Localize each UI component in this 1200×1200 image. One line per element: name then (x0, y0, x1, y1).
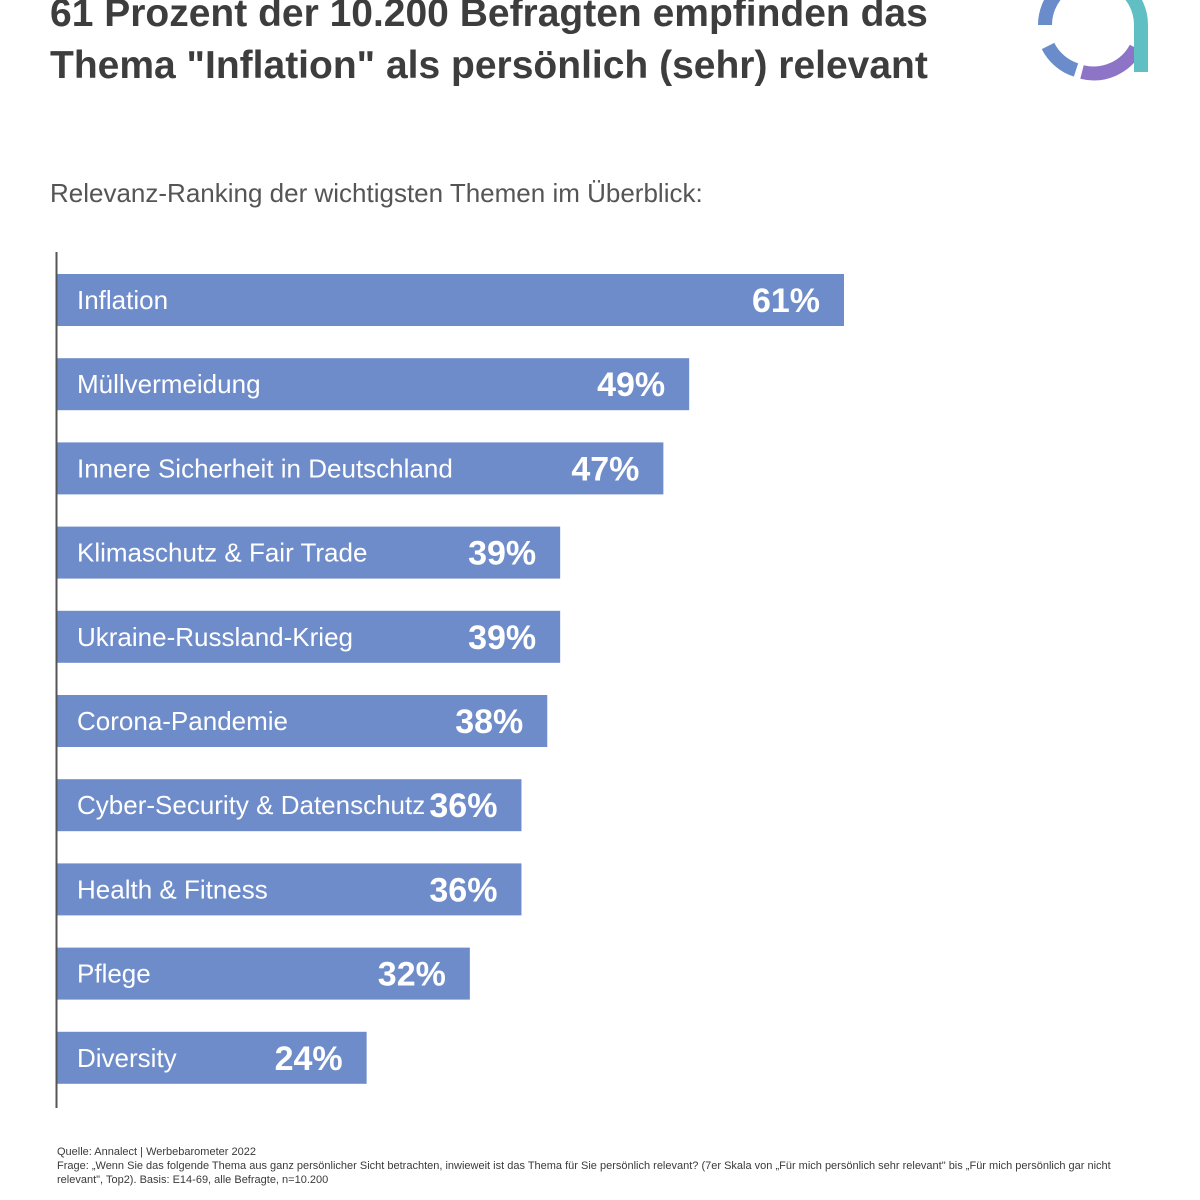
value-label-cyber-security-datenschutz: 36% (429, 787, 497, 825)
bar-innere-sicherheit-in-deutschland (57, 442, 664, 495)
value-label-ukraine-russland-krieg: 39% (468, 619, 536, 657)
chart-subtitle: Relevanz-Ranking der wichtigsten Themen … (50, 178, 703, 208)
circular-arrows-logo-icon (1038, 0, 1148, 81)
bar-health-fitness (57, 863, 522, 916)
logo-arc-teal (1125, 0, 1148, 72)
logo-arc-purple (1080, 44, 1143, 81)
category-label-klimaschutz-fair-trade: Klimaschutz & Fair Trade (77, 538, 367, 568)
bar-corona-pandemie (57, 695, 548, 747)
category-label-corona-pandemie: Corona-Pandemie (77, 706, 288, 736)
source-note: Quelle: Annalect | Werbebarometer 2022 (57, 1146, 256, 1158)
bar-muellvermeidung (57, 358, 690, 411)
value-label-diversity: 24% (275, 1040, 343, 1078)
category-label-diversity: Diversity (77, 1043, 177, 1073)
category-label-pflege: Pflege (77, 959, 151, 989)
category-label-inflation: Inflation (77, 285, 168, 315)
logo-arc-blue-lower (1041, 42, 1079, 77)
value-label-inflation: 61% (752, 282, 820, 320)
bar-klimaschutz-fair-trade (57, 526, 561, 579)
logo-arc-blue (1038, 0, 1061, 26)
value-label-health-fitness: 36% (429, 871, 497, 909)
value-label-muellvermeidung: 49% (597, 366, 665, 404)
bar-cyber-security-datenschutz (57, 779, 522, 832)
bar-ukraine-russland-krieg (57, 610, 561, 663)
category-label-innere-sicherheit-in-deutschland: Innere Sicherheit in Deutschland (77, 453, 453, 483)
value-label-klimaschutz-fair-trade: 39% (468, 535, 536, 573)
bar-inflation (57, 274, 844, 326)
question-note: Frage: „Wenn Sie das folgende Thema aus … (57, 1160, 1111, 1186)
bar-pflege (57, 947, 470, 1000)
value-label-innere-sicherheit-in-deutschland: 47% (571, 450, 639, 488)
category-label-health-fitness: Health & Fitness (77, 874, 268, 904)
value-label-corona-pandemie: 38% (455, 703, 523, 741)
footnote: Quelle: Annalect | Werbebarometer 2022 F… (57, 1145, 1137, 1187)
category-label-cyber-security-datenschutz: Cyber-Security & Datenschutz (77, 790, 425, 820)
bars-layer: Inflation 61% Müllvermeidung 49% Innere Sich… (57, 274, 844, 1084)
category-label-muellvermeidung: Müllvermeidung (77, 369, 261, 399)
bar-diversity (57, 1031, 367, 1084)
value-label-pflege: 32% (378, 956, 446, 994)
category-label-ukraine-russland-krieg: Ukraine-Russland-Krieg (77, 622, 353, 652)
chart-title: 61 Prozent der 10.200 Befragten empfinde… (50, 0, 928, 87)
